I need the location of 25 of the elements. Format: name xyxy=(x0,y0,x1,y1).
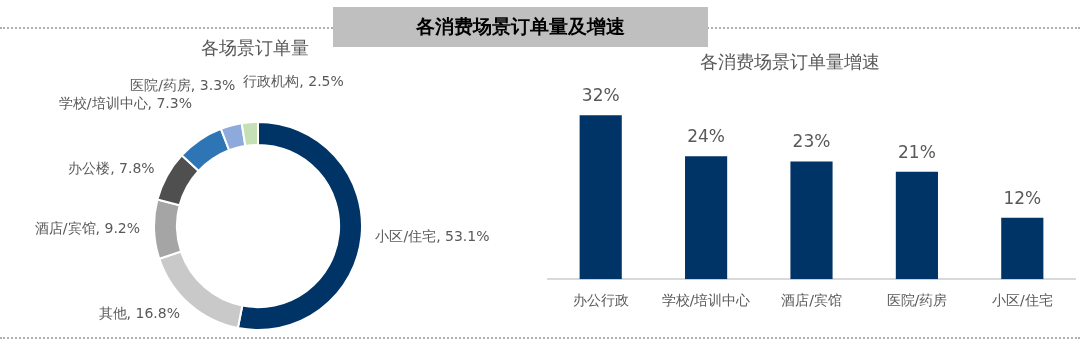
data-label: 21% xyxy=(898,141,936,162)
chart-title: 各消费场景订单量增速 xyxy=(699,50,881,74)
bar xyxy=(895,171,938,280)
data-label: 32% xyxy=(581,85,620,106)
bar xyxy=(579,115,622,280)
x-tick-label: 医院/药房 xyxy=(886,292,948,309)
x-tick-label: 办公行政 xyxy=(572,292,629,309)
slice-label: 行政机构, 2.5% xyxy=(243,73,344,89)
data-label: 12% xyxy=(1003,187,1042,208)
bar xyxy=(685,156,728,280)
slice-label: 小区/住宅, 53.1% xyxy=(375,228,490,245)
bar xyxy=(790,161,833,280)
bar xyxy=(1001,217,1044,280)
slice-label: 其他, 16.8% xyxy=(98,305,180,322)
data-label: 23% xyxy=(792,131,831,152)
text: 各消费场景订单量及增速 xyxy=(333,7,708,47)
x-tick-label: 小区/住宅 xyxy=(991,292,1053,309)
slice-label: 医院/药房, 3.3% xyxy=(130,76,236,93)
x-tick-label: 酒店/宾馆 xyxy=(781,292,842,309)
chart-title: 各场景订单量 xyxy=(200,36,310,60)
slice-label: 学校/培训中心, 7.3% xyxy=(58,94,192,111)
slice-label: 办公楼, 7.8% xyxy=(68,159,155,176)
data-label: 24% xyxy=(687,126,725,147)
x-tick-label: 学校/培训中心 xyxy=(661,292,751,309)
slice-label: 酒店/宾馆, 9.2% xyxy=(34,220,141,237)
